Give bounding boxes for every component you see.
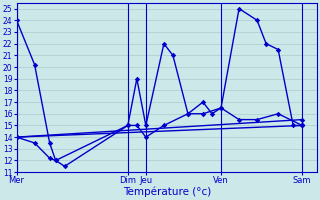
X-axis label: Température (°c): Température (°c)	[123, 187, 211, 197]
